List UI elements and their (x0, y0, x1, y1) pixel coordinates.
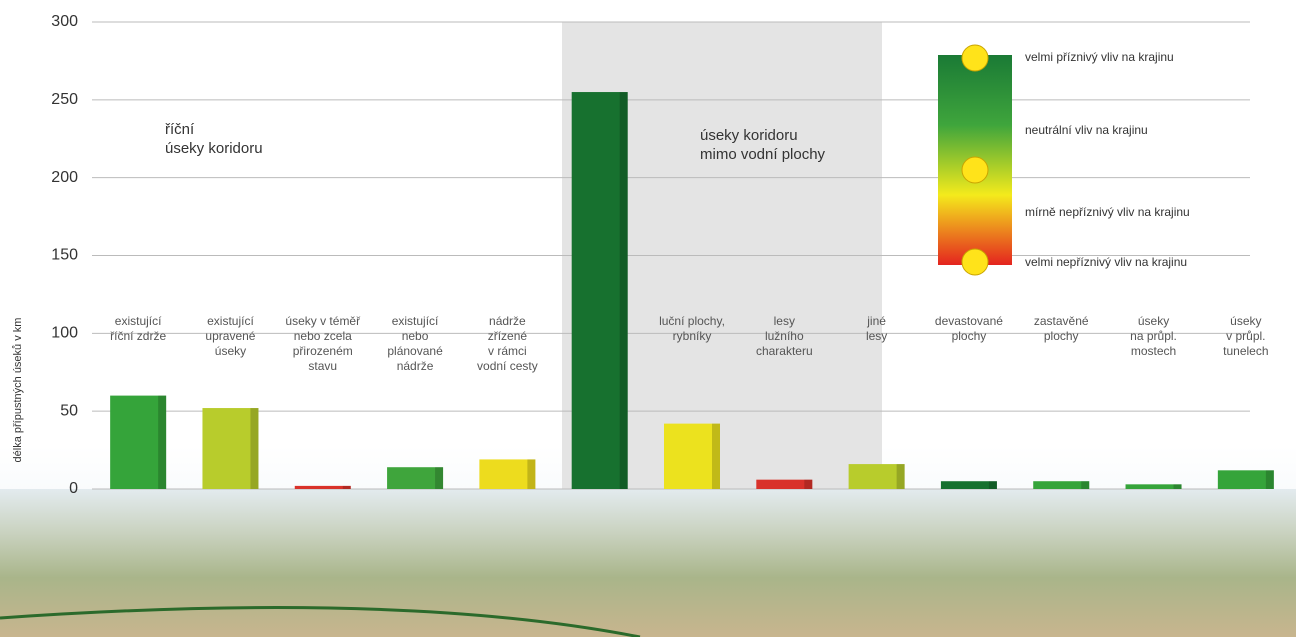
x-category-label: nádrže zřízené v rámci vodní cesty (477, 314, 538, 373)
legend-icons (961, 44, 989, 276)
x-category-label: úseky v průpl. tunelech (1223, 314, 1269, 358)
river (0, 606, 641, 637)
y-tick-label: 300 (51, 13, 78, 30)
x-category-label: jiné lesy (865, 314, 888, 343)
bar-side (619, 92, 628, 490)
bar-side (435, 467, 444, 489)
landscape (0, 489, 1296, 637)
x-category-label: existující upravené úseky (205, 314, 256, 358)
y-tick-label: 50 (60, 402, 78, 419)
x-category-label: úseky na průpl. mostech (1130, 314, 1177, 358)
bar (756, 479, 813, 489)
bar-side (1081, 481, 1090, 489)
bar (202, 408, 259, 489)
bar-side (712, 423, 720, 489)
bar (571, 92, 628, 490)
bar (294, 485, 351, 489)
x-category-label: úseky v téměř nebo zcela přirozeném stav… (285, 314, 361, 373)
y-tick-label: 100 (51, 325, 78, 342)
bar (479, 459, 536, 489)
x-category-label: zastavěné plochy (1033, 314, 1089, 343)
legend-label: velmi příznivý vliv na krajinu (1025, 50, 1174, 64)
bar-side (158, 395, 167, 489)
bar-side (527, 459, 536, 489)
x-category-label: luční plochy, rybníky (659, 314, 725, 343)
bar-side (1265, 470, 1274, 489)
y-tick-label: 0 (69, 480, 78, 497)
bar (848, 464, 905, 489)
bar-side (804, 479, 813, 489)
bar-side (896, 464, 905, 489)
y-tick-label: 250 (51, 91, 78, 108)
x-category-label: devastované plochy (934, 314, 1003, 343)
y-tick-label: 200 (51, 169, 78, 186)
bar-side (342, 485, 351, 489)
bar (387, 467, 444, 489)
section-label: říční úseky koridoru (165, 121, 263, 157)
bar (664, 423, 720, 489)
section-label: úseky koridoru mimo vodní plochy (700, 127, 826, 163)
x-category-label: existující nebo plánované nádrže (387, 314, 443, 373)
x-category-label: existující říční zdrže (110, 314, 167, 343)
legend-label: velmi nepříznivý vliv na krajinu (1025, 255, 1188, 269)
bar (1217, 470, 1274, 489)
bar-side (1173, 484, 1182, 489)
bar (110, 395, 167, 489)
bar-side (988, 481, 997, 489)
y-tick-label: 150 (51, 247, 78, 264)
bar (1033, 481, 1090, 489)
bar (940, 481, 997, 489)
bar (1125, 484, 1182, 489)
legend-label: neutrální vliv na krajinu (1025, 123, 1148, 137)
bar-side (250, 408, 259, 489)
x-category-label: lesy lužního charakteru (755, 314, 813, 358)
y-axis-title: délka přípustných úseků v km (12, 318, 24, 463)
legend-label: mírně nepříznivý vliv na krajinu (1025, 205, 1190, 219)
